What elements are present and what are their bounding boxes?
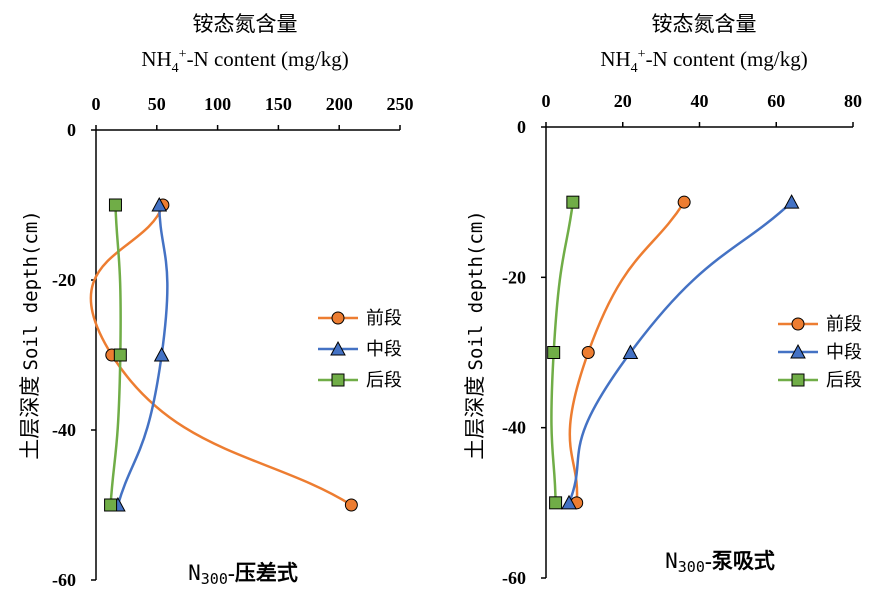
chart-right-subtitle-post: -泵吸式 bbox=[705, 549, 775, 573]
legend-left-front-marker bbox=[331, 311, 345, 325]
chart-left-title-en-sub: 4 bbox=[172, 61, 179, 76]
chart-right-title-en: NH4+-N content (mg/kg) bbox=[600, 47, 807, 76]
chart-left-subtitle: N300-压差式 bbox=[188, 561, 298, 588]
chart-left-y-label: 土层深度 Soil depth(cm) bbox=[18, 210, 42, 459]
y-tick-label: -20 bbox=[502, 267, 526, 287]
legend-left-front-label: 前段 bbox=[366, 308, 402, 328]
x-tick-label: 100 bbox=[204, 94, 231, 114]
chart-left-subtitle-post: -压差式 bbox=[228, 561, 298, 585]
legend-left-back-label: 后段 bbox=[366, 370, 402, 390]
y-tick-label: -20 bbox=[52, 270, 76, 290]
chart-right-title-en-sub: 4 bbox=[631, 61, 638, 76]
chart-left-legend: 前段 中段 后段 bbox=[318, 308, 402, 390]
legend-right-back-label: 后段 bbox=[826, 370, 862, 390]
chart-left-y-label-text: 土层深度 Soil depth(cm) bbox=[18, 210, 42, 459]
chart-left-y-label-zh: 土层深度 bbox=[18, 376, 42, 460]
chart-right-subtitle: N300-泵吸式 bbox=[665, 549, 775, 576]
data-point-front bbox=[677, 195, 691, 209]
y-tick-label: 0 bbox=[517, 117, 526, 137]
data-point-back bbox=[108, 198, 122, 212]
legend-right-middle-marker bbox=[790, 343, 806, 359]
chart-left-title-en: NH4+-N content (mg/kg) bbox=[141, 47, 348, 76]
x-tick-label: 0 bbox=[92, 94, 101, 114]
chart-right-y-label-zh: 土层深度 bbox=[463, 376, 487, 460]
data-point-middle bbox=[561, 494, 577, 510]
chart-right-y-label-en: Soil depth(cm) bbox=[465, 210, 487, 370]
chart-left-title-zh: 铵态氮含量 bbox=[193, 12, 298, 36]
y-tick-label: -60 bbox=[502, 568, 526, 588]
legend-right-front-label: 前段 bbox=[826, 314, 862, 334]
chart-right-title-en-sup: + bbox=[638, 47, 646, 62]
data-point-middle bbox=[622, 344, 639, 359]
x-tick-label: 150 bbox=[265, 94, 292, 114]
chart-left-title-en-sup: + bbox=[179, 47, 187, 62]
x-tick-label: 0 bbox=[542, 91, 551, 111]
series-line-front bbox=[89, 204, 353, 507]
chart-left-title-en-post: -N content (mg/kg) bbox=[187, 47, 349, 71]
chart-right-subtitle-sub: 300 bbox=[678, 558, 705, 576]
legend-left-middle-marker bbox=[330, 340, 346, 356]
y-tick-label: -40 bbox=[502, 418, 526, 438]
data-point-middle bbox=[153, 346, 170, 362]
legend-right-middle-label: 中段 bbox=[826, 342, 862, 362]
x-tick-label: 40 bbox=[691, 91, 709, 111]
data-point-back bbox=[566, 195, 580, 209]
chart-left: 铵态氮含量 NH4+-N content (mg/kg) 土层深度 Soil d… bbox=[18, 12, 414, 590]
chart-left-subtitle-pre: N bbox=[188, 561, 201, 585]
y-tick-label: -60 bbox=[52, 570, 76, 590]
y-tick-label: -40 bbox=[52, 420, 76, 440]
data-point-back bbox=[549, 496, 563, 510]
chart-right: 铵态氮含量 NH4+-N content (mg/kg) 土层深度 Soil d… bbox=[463, 12, 862, 588]
y-tick-label: 0 bbox=[67, 120, 76, 140]
chart-left-plot: 0 50 100 150 200 250 0 -20 -40 -60 bbox=[52, 94, 414, 590]
chart-left-title-en-pre: NH bbox=[141, 47, 171, 71]
chart-right-title-zh: 铵态氮含量 bbox=[652, 12, 757, 36]
legend-right-front-marker bbox=[791, 317, 805, 331]
chart-left-subtitle-sub: 300 bbox=[201, 570, 228, 588]
x-tick-label: 200 bbox=[326, 94, 353, 114]
chart-right-y-label-text: 土层深度 Soil depth(cm) bbox=[463, 210, 487, 459]
x-tick-label: 80 bbox=[844, 91, 862, 111]
chart-right-legend: 前段 中段 后段 bbox=[778, 314, 862, 390]
data-point-back bbox=[104, 498, 118, 512]
data-point-back bbox=[547, 346, 561, 359]
chart-right-plot: 0 20 40 60 80 0 -20 -40 -60 bbox=[502, 91, 862, 588]
x-tick-label: 20 bbox=[614, 91, 632, 111]
chart-right-y-label: 土层深度 Soil depth(cm) bbox=[463, 210, 487, 459]
legend-left-middle-label: 中段 bbox=[366, 339, 402, 359]
data-point-middle bbox=[783, 194, 800, 209]
chart-right-title-en-post: -N content (mg/kg) bbox=[646, 47, 808, 71]
series-line-middle bbox=[567, 201, 793, 504]
data-point-front bbox=[581, 346, 595, 359]
chart-left-y-label-en: Soil depth(cm) bbox=[20, 210, 42, 370]
x-tick-label: 250 bbox=[387, 94, 414, 114]
legend-right-back-marker bbox=[791, 373, 805, 387]
data-point-back bbox=[113, 348, 127, 362]
x-tick-label: 60 bbox=[767, 91, 785, 111]
x-tick-label: 50 bbox=[148, 94, 166, 114]
data-point-front bbox=[344, 498, 358, 512]
data-point-middle bbox=[151, 196, 168, 212]
chart-right-title-en-pre: NH bbox=[600, 47, 630, 71]
chart-right-subtitle-pre: N bbox=[665, 549, 678, 573]
legend-left-back-marker bbox=[331, 373, 345, 387]
